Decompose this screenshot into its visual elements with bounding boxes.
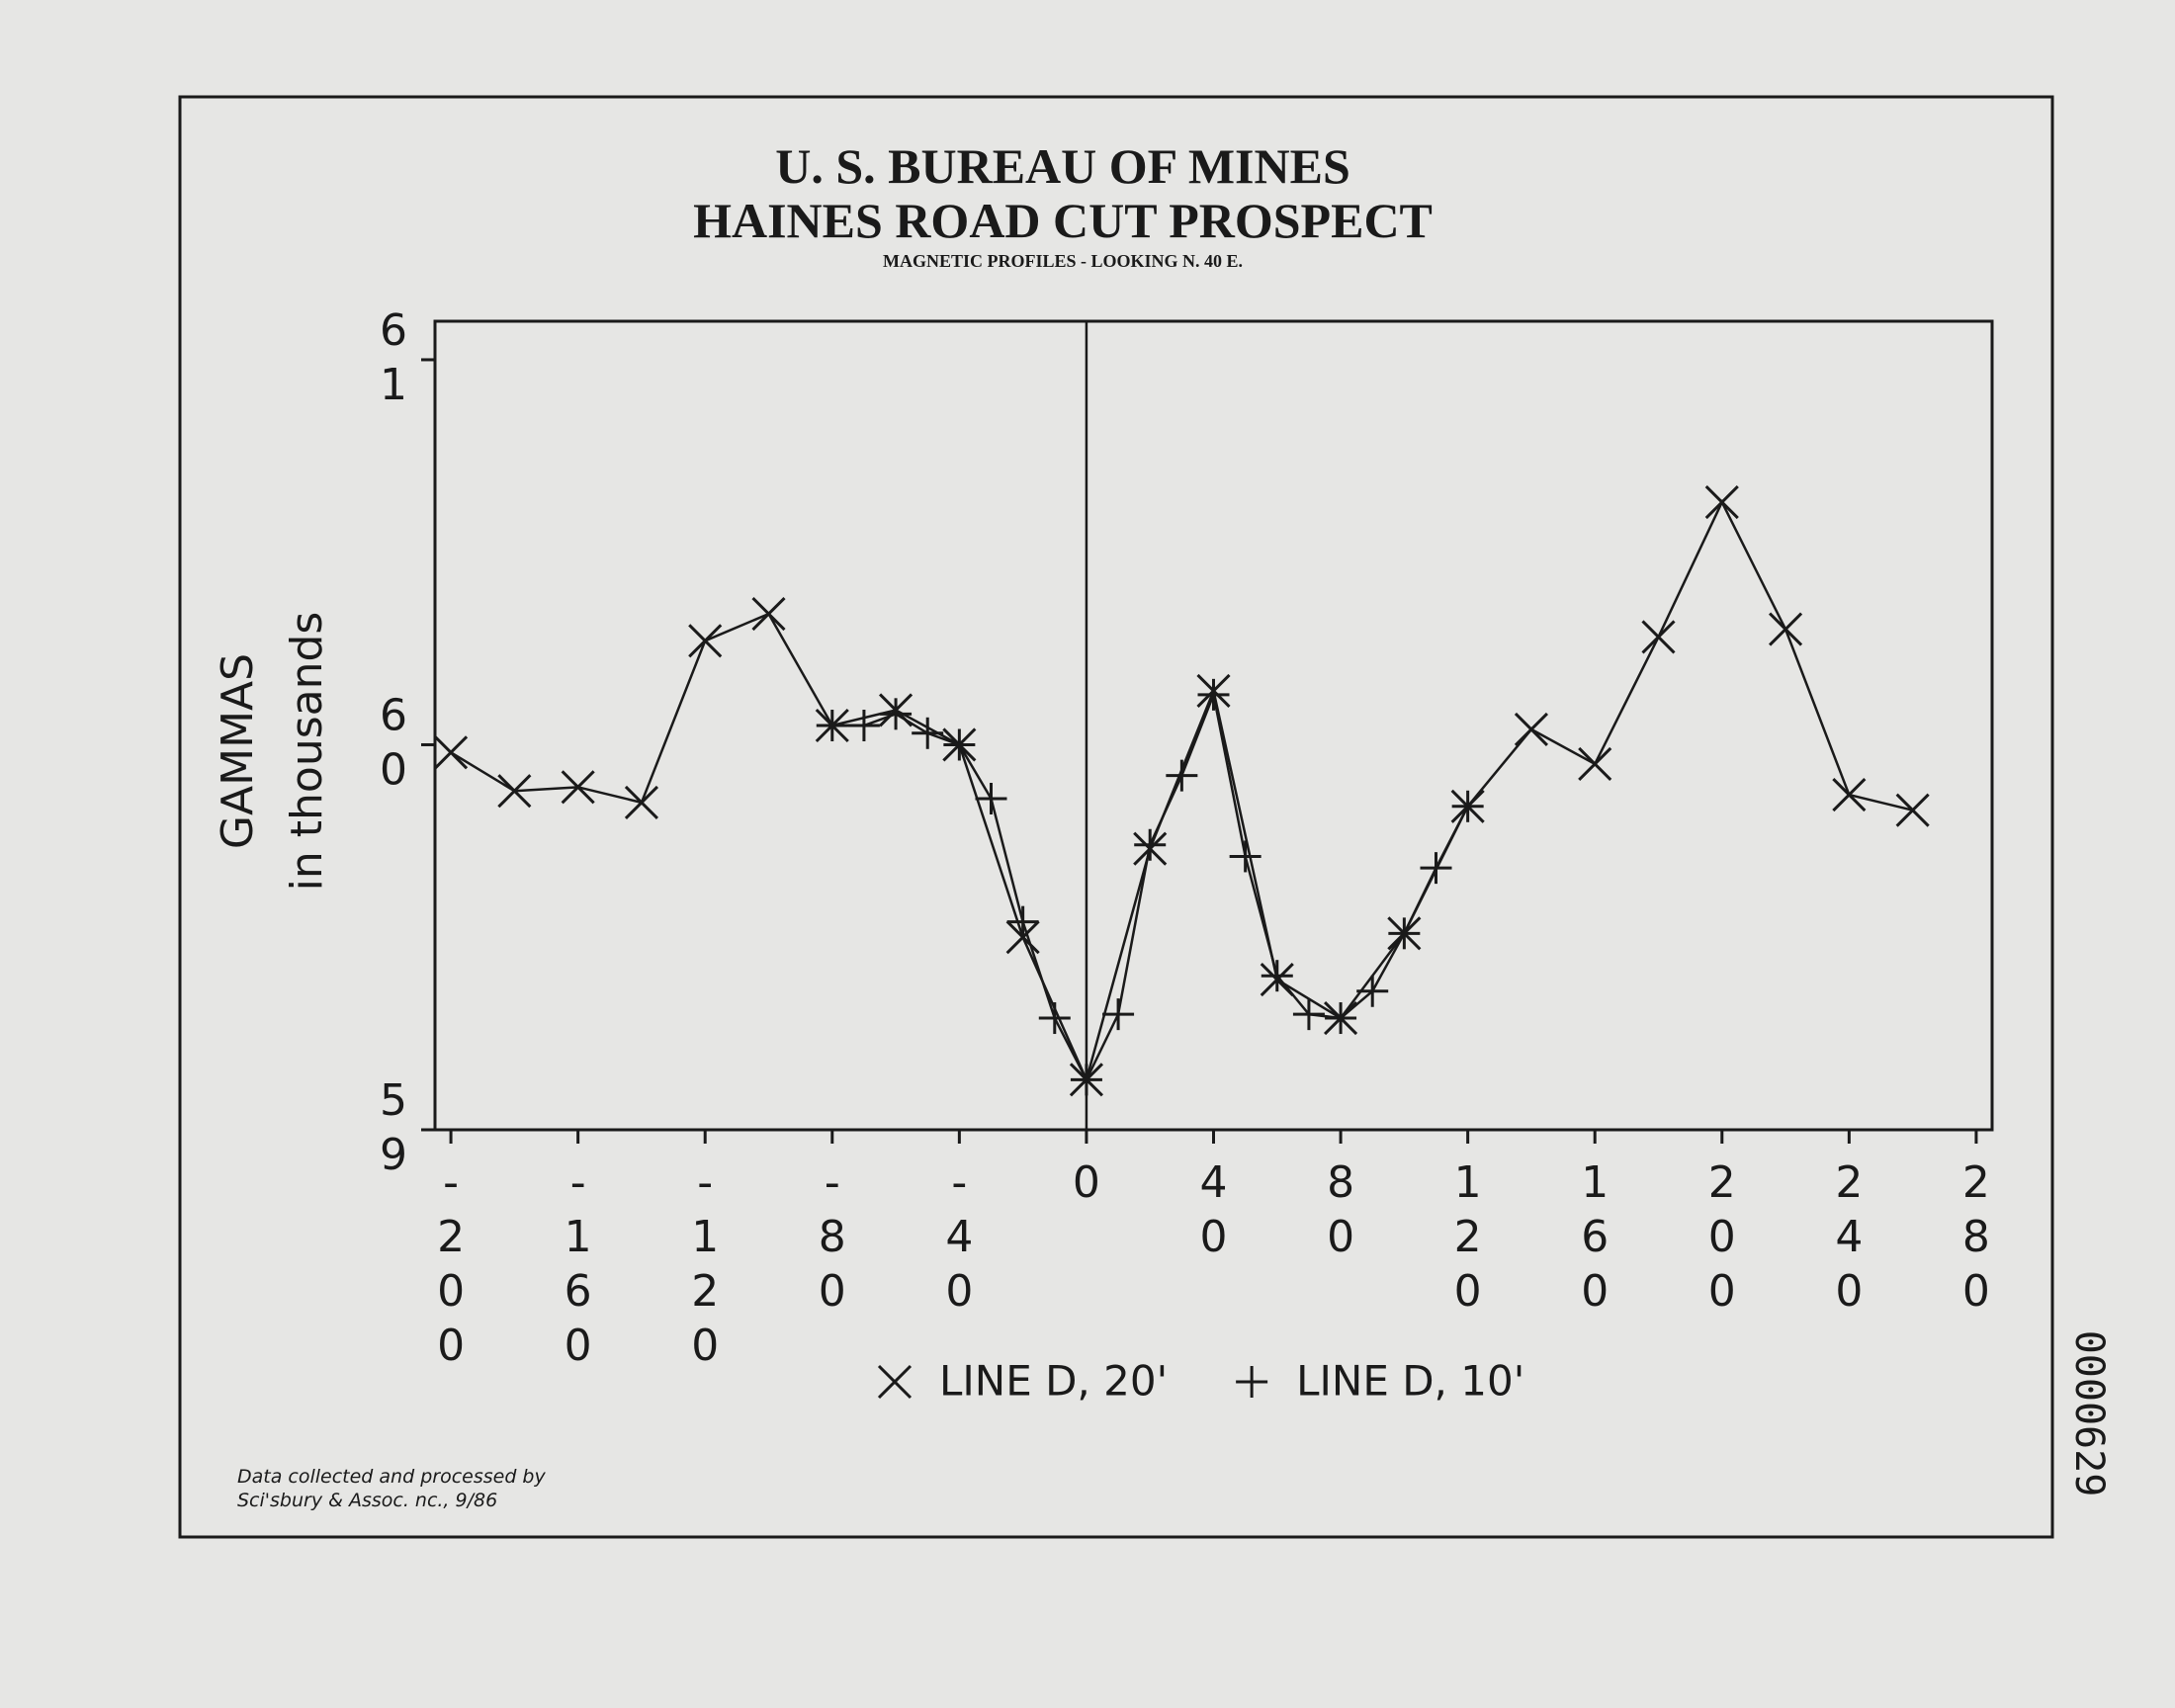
plot-area [433,319,1994,1132]
y-axis-label: GAMMAS [213,653,263,849]
point [1134,828,1167,861]
x-tick-label: 200 [1696,1157,1747,1321]
point [1769,612,1803,646]
point [1832,778,1867,812]
point [1236,1366,1268,1398]
x-tick-label: 80 [1316,1157,1366,1266]
point [975,783,1007,815]
y-tick-label: 60 [369,690,419,799]
x-tick-label: -160 [553,1157,603,1375]
x-tick-label: 160 [1570,1157,1620,1321]
x-tick-label: 280 [1951,1157,2001,1321]
x-tick-label: -200 [426,1157,477,1375]
point [434,735,469,770]
point [1261,960,1293,992]
chart-caption: MAGNETIC PROFILES - LOOKING N. 40 E. [883,251,1243,271]
point [912,717,944,749]
point [751,596,786,632]
point [1388,917,1421,950]
y-tick-label: 61 [369,305,419,414]
legend-item: LINE D, 20' [877,1357,1168,1406]
x-tick-label: -80 [807,1157,857,1321]
point [880,698,913,730]
point [847,710,880,741]
point [877,1364,913,1400]
point [1641,620,1676,654]
point [1166,759,1198,792]
point [1578,746,1612,782]
point [624,785,658,819]
point [816,710,848,741]
y-axis-label: in thousands [282,612,332,892]
point [1356,975,1389,1007]
point [1070,1064,1102,1096]
x-tick-label: 40 [1188,1157,1239,1266]
point [1325,1002,1357,1035]
legend-label: LINE D, 20' [939,1357,1168,1406]
point [1704,485,1739,520]
chart-title: U. S. BUREAU OF MINES [775,138,1350,194]
legend-label: LINE D, 10' [1296,1357,1524,1406]
point [1895,793,1930,827]
point [1451,790,1484,822]
point [561,770,595,805]
point [1038,1002,1071,1035]
point [1229,840,1262,873]
annotation: Sci'sbury & Assoc. nc., 9/86 [237,1490,497,1511]
stamp: 0000629 [2066,1330,2112,1497]
point [1420,852,1452,885]
point [688,624,723,658]
series-line [831,690,1469,1083]
x-tick-label: -120 [680,1157,731,1375]
y-tick-label: 59 [369,1075,419,1184]
point [1102,998,1135,1031]
frame [178,95,2054,1539]
point [1514,712,1548,746]
chart-subtitle: HAINES ROAD CUT PROSPECT [693,193,1433,248]
point [497,774,532,809]
x-tick-label: 240 [1824,1157,1874,1321]
point [1292,998,1325,1031]
x-tick-label: -40 [934,1157,985,1321]
point [1197,678,1230,711]
annotation: Data collected and processed by [237,1466,546,1488]
legend-item: LINE D, 10' [1236,1357,1524,1406]
x-tick-label: 120 [1442,1157,1493,1321]
point [943,728,976,761]
x-tick-label: 0 [1061,1157,1111,1212]
point [1006,905,1039,938]
